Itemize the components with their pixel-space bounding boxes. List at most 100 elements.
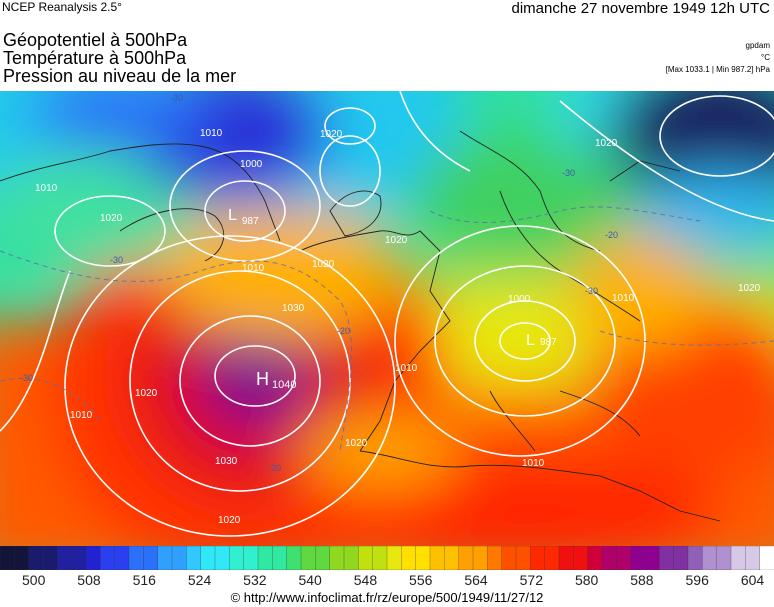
temperature-labels: -30 -30 -30 -20 -20 -20 -30 -30 [20, 93, 618, 473]
color-scale-cell [343, 546, 359, 570]
temperature-label: -30 [110, 255, 123, 265]
isobar-label: 1010 [200, 128, 223, 139]
isobar-label: 1010 [70, 410, 93, 421]
isobar-label: 1030 [215, 456, 238, 467]
color-scale-cell [272, 546, 288, 570]
isobar-label: 1010 [522, 458, 545, 469]
color-scale-tick: 604 [740, 572, 765, 588]
temperature-label: -30 [562, 168, 575, 178]
color-scale-tick: 532 [243, 572, 267, 588]
source-label: NCEP Reanalysis 2.5° [2, 0, 122, 14]
color-scale-cell [759, 546, 774, 570]
color-scale-cell [386, 546, 402, 570]
color-scale-cell [558, 546, 574, 570]
isobar-label: 1010 [242, 263, 265, 274]
color-scale-cell [300, 546, 316, 570]
isotherms [0, 206, 774, 452]
color-scale-cell [57, 546, 73, 570]
temperature-label: -30 [20, 373, 33, 383]
isobar-label: 1030 [282, 303, 305, 314]
color-scale-cell [114, 546, 130, 570]
color-scale-cell [401, 546, 417, 570]
color-scale-cell [429, 546, 445, 570]
units-block: gpdam °C [Max 1033.1 | Min 987.2] hPa [666, 40, 770, 76]
color-scale-cell [444, 546, 460, 570]
unit-celsius: °C [761, 53, 770, 62]
color-scale-tick: 524 [187, 572, 212, 588]
color-scale-cell [515, 546, 531, 570]
color-scale-cell [358, 546, 374, 570]
color-scale-cell [14, 546, 30, 570]
color-scale-cell [730, 546, 746, 570]
color-scale-cell [659, 546, 675, 570]
temperature-label: -20 [268, 463, 281, 473]
isobar-label: 1020 [320, 129, 343, 140]
color-scale-cell [673, 546, 689, 570]
color-scale-cell [644, 546, 660, 570]
title-pressure: Pression au niveau de la mer [3, 66, 237, 86]
color-scale-cell [530, 546, 546, 570]
color-scale-cell [315, 546, 331, 570]
color-scale-cell [702, 546, 718, 570]
color-scale-tick: 596 [685, 572, 709, 588]
isobar-label: 1000 [508, 294, 531, 305]
color-scale [0, 546, 774, 570]
geopotential-field [0, 91, 774, 546]
color-scale-cell [171, 546, 187, 570]
color-scale-cell [100, 546, 116, 570]
isobar-label: 1020 [738, 283, 761, 294]
isobar-label: 1020 [595, 138, 618, 149]
color-scale-cell [630, 546, 646, 570]
color-scale-cell [85, 546, 101, 570]
color-scale-cell [687, 546, 703, 570]
isobar-label: 1020 [135, 388, 158, 399]
isobar-label: 1020 [312, 259, 335, 270]
isobar-label: 1000 [240, 159, 263, 170]
color-scale-cell [71, 546, 87, 570]
color-scale-cell [601, 546, 617, 570]
color-scale-tick: 540 [298, 572, 322, 588]
color-scale-tick: 564 [464, 572, 488, 588]
isobar-label: 1020 [218, 515, 241, 526]
color-scale-cell [372, 546, 388, 570]
color-scale-tick: 588 [630, 572, 654, 588]
low-pressure-marker: L 987 L 987 [228, 207, 557, 349]
date-label: dimanche 27 novembre 1949 12h UTC [511, 0, 771, 17]
unit-gpdam: gpdam [745, 41, 770, 50]
color-scale-cell [128, 546, 144, 570]
credit-link[interactable]: © http://www.infoclimat.fr/rz/europe/500… [230, 590, 544, 605]
temperature-label: -30 [170, 93, 183, 103]
color-scale-cell [257, 546, 273, 570]
temperature-label: -20 [337, 326, 350, 336]
title-temperature: Température à 500hPa [3, 48, 187, 68]
isobar-label: 1020 [385, 235, 408, 246]
color-scale-cell [458, 546, 474, 570]
color-scale-cell [214, 546, 230, 570]
temperature-label: -30 [585, 286, 598, 296]
color-scale-cell [487, 546, 503, 570]
pressure-range: [Max 1033.1 | Min 987.2] hPa [665, 65, 770, 74]
color-scale-cell [186, 546, 202, 570]
coastlines [0, 130, 721, 522]
isobar-label: 1020 [100, 213, 123, 224]
title-geopotential: Géopotentiel à 500hPa [3, 30, 188, 50]
color-scale-tick: 508 [77, 572, 101, 588]
low-marker-letter: L [228, 207, 237, 224]
color-scale-cell [472, 546, 488, 570]
high-marker-letter: H [256, 369, 269, 389]
isobar-label: 1010 [395, 363, 418, 374]
color-scale-cell [200, 546, 216, 570]
color-scale-cell [501, 546, 517, 570]
color-scale-cell [573, 546, 589, 570]
color-scale-cell [157, 546, 173, 570]
isobar-label: 1010 [612, 293, 635, 304]
color-scale-cell [329, 546, 345, 570]
color-scale-cell [286, 546, 302, 570]
color-scale-cell [143, 546, 159, 570]
color-scale-cell [716, 546, 732, 570]
isobar-label: 1010 [35, 183, 58, 194]
color-scale-cell [616, 546, 632, 570]
color-scale-cell [587, 546, 603, 570]
color-scale-tick: 500 [22, 572, 46, 588]
high-marker-value: 1040 [272, 379, 296, 391]
